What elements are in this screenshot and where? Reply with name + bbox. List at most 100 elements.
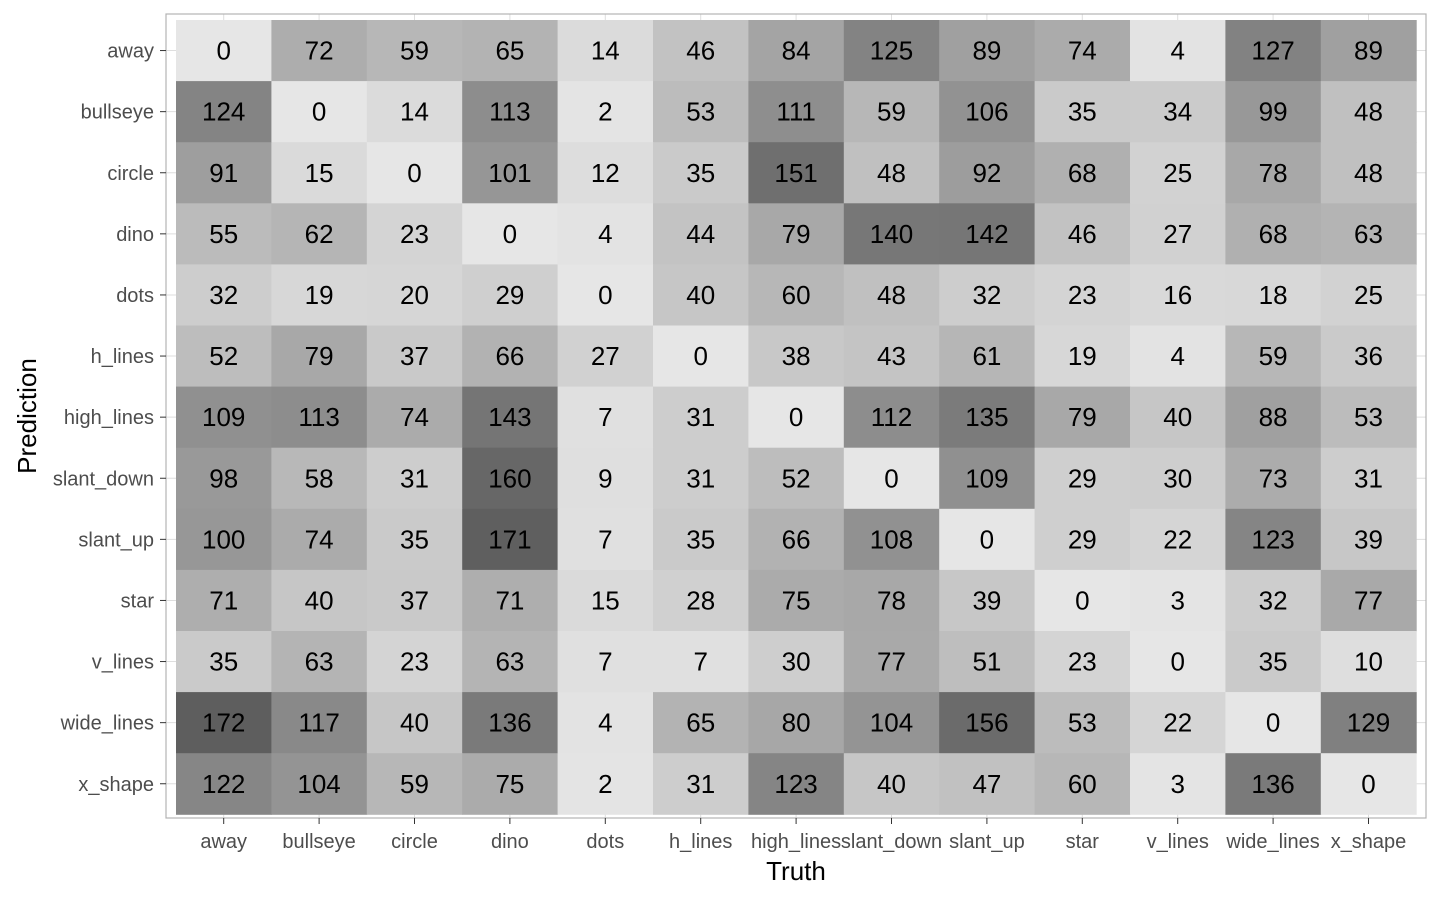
cell-value-label: 71	[495, 585, 524, 615]
cell-value-label: 2	[598, 769, 612, 799]
cell-value-label: 112	[871, 402, 912, 432]
cell-value-label: 39	[972, 585, 1001, 615]
heatmap-cell	[843, 203, 940, 265]
heatmap-cell	[462, 325, 559, 388]
cell-value-label: 22	[1163, 524, 1192, 554]
cell-value-label: 55	[209, 219, 238, 249]
cell-value-label: 0	[980, 524, 994, 554]
cell-value-label: 172	[202, 708, 245, 738]
y-tick-label: v_lines	[92, 652, 154, 674]
heatmap-cell	[271, 631, 368, 693]
heatmap-cell	[1320, 325, 1417, 388]
heatmap-cell	[1225, 264, 1322, 326]
heatmap-cell	[462, 692, 559, 754]
cell-value-label: 7	[598, 524, 612, 554]
heatmap-cell	[653, 569, 749, 632]
cell-value-label: 20	[400, 280, 429, 310]
cell-value-label: 31	[686, 769, 715, 799]
heatmap-cell	[653, 20, 749, 82]
cell-value-label: 78	[1259, 158, 1288, 188]
heatmap-cell	[557, 203, 654, 265]
heatmap-cell	[939, 81, 1036, 143]
cell-value-label: 99	[1259, 97, 1288, 127]
heatmap-cell	[366, 142, 463, 204]
heatmap-cell	[366, 325, 463, 388]
cell-value-label: 4	[598, 708, 612, 738]
heatmap-cell	[843, 20, 940, 82]
heatmap-cell	[366, 203, 463, 265]
x-tick-label: v_lines	[1147, 831, 1209, 853]
heatmap-cell	[1320, 386, 1417, 449]
heatmap-cell	[1034, 325, 1131, 388]
x-tick-label: x_shape	[1331, 831, 1407, 853]
heatmap-cell	[1225, 631, 1322, 693]
heatmap-cell	[748, 631, 845, 693]
heatmap-cell	[1034, 264, 1131, 326]
heatmap-cell	[1034, 692, 1131, 754]
heatmap-cell	[1225, 753, 1322, 815]
heatmap-cell	[1034, 447, 1131, 510]
heatmap-cell	[748, 142, 845, 204]
cell-value-label: 23	[1068, 280, 1097, 310]
cell-value-label: 48	[1354, 158, 1383, 188]
cell-value-label: 80	[782, 708, 811, 738]
heatmap-cell	[557, 142, 654, 204]
cell-value-label: 30	[1163, 463, 1192, 493]
x-tick-label: bullseye	[282, 831, 355, 853]
heatmap-cell	[1225, 142, 1322, 204]
cell-value-label: 40	[877, 769, 906, 799]
heatmap-cell	[748, 203, 845, 265]
heatmap-cell	[939, 447, 1036, 510]
heatmap-cell	[653, 203, 749, 265]
cell-value-label: 136	[1251, 769, 1294, 799]
heatmap-cell	[176, 508, 272, 571]
cell-value-label: 72	[305, 36, 334, 66]
cell-value-label: 68	[1068, 158, 1097, 188]
cell-value-label: 23	[1068, 647, 1097, 677]
heatmap-cell	[557, 325, 654, 388]
heatmap-cell	[1130, 325, 1226, 388]
cell-value-label: 68	[1259, 219, 1288, 249]
heatmap-cell	[939, 753, 1036, 815]
cell-value-label: 140	[870, 219, 913, 249]
cell-value-label: 0	[216, 36, 230, 66]
heatmap-cell	[1034, 142, 1131, 204]
cell-value-label: 66	[782, 524, 811, 554]
heatmap-cell	[1034, 20, 1131, 82]
y-tick-label: star	[121, 590, 155, 612]
cell-value-label: 4	[598, 219, 612, 249]
heatmap-cell	[557, 753, 654, 815]
heatmap-cell	[176, 447, 272, 510]
cell-value-label: 23	[400, 647, 429, 677]
heatmap-cell	[748, 264, 845, 326]
cell-value-label: 38	[782, 341, 811, 371]
cell-value-label: 14	[400, 97, 429, 127]
heatmap-cell	[843, 569, 940, 632]
cell-value-label: 75	[495, 769, 524, 799]
heatmap-cell	[366, 81, 463, 143]
cell-value-label: 78	[877, 585, 906, 615]
cell-value-label: 32	[209, 280, 238, 310]
heatmap-cell	[843, 753, 940, 815]
heatmap-cell	[939, 142, 1036, 204]
cell-value-label: 59	[400, 769, 429, 799]
cell-value-label: 117	[298, 708, 339, 738]
heatmap-cell	[1130, 142, 1226, 204]
cell-value-label: 0	[1075, 585, 1089, 615]
heatmap-cell	[653, 753, 749, 815]
cell-value-label: 52	[782, 463, 811, 493]
cell-value-label: 30	[782, 647, 811, 677]
heatmap-cell	[1320, 142, 1417, 204]
heatmap-cell	[843, 447, 940, 510]
heatmap-cell	[1034, 386, 1131, 449]
heatmap-cell	[271, 142, 368, 204]
cell-value-label: 9	[598, 463, 612, 493]
heatmap-cell	[939, 20, 1036, 82]
x-tick-label: away	[200, 831, 247, 853]
y-tick-label: bullseye	[81, 102, 154, 124]
heatmap-cell	[1225, 203, 1322, 265]
heatmap-cell	[1130, 508, 1226, 571]
cell-value-label: 0	[1170, 647, 1184, 677]
heatmap-cell	[1225, 508, 1322, 571]
